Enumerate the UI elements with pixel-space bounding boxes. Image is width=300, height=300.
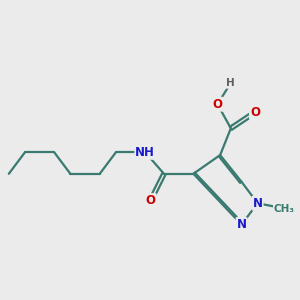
Text: N: N xyxy=(253,197,262,210)
Text: N: N xyxy=(236,218,247,231)
Text: O: O xyxy=(250,106,260,119)
Text: O: O xyxy=(146,194,156,207)
Text: CH₃: CH₃ xyxy=(274,204,295,214)
Text: NH: NH xyxy=(135,146,155,159)
Text: O: O xyxy=(212,98,223,111)
Text: H: H xyxy=(226,78,235,88)
